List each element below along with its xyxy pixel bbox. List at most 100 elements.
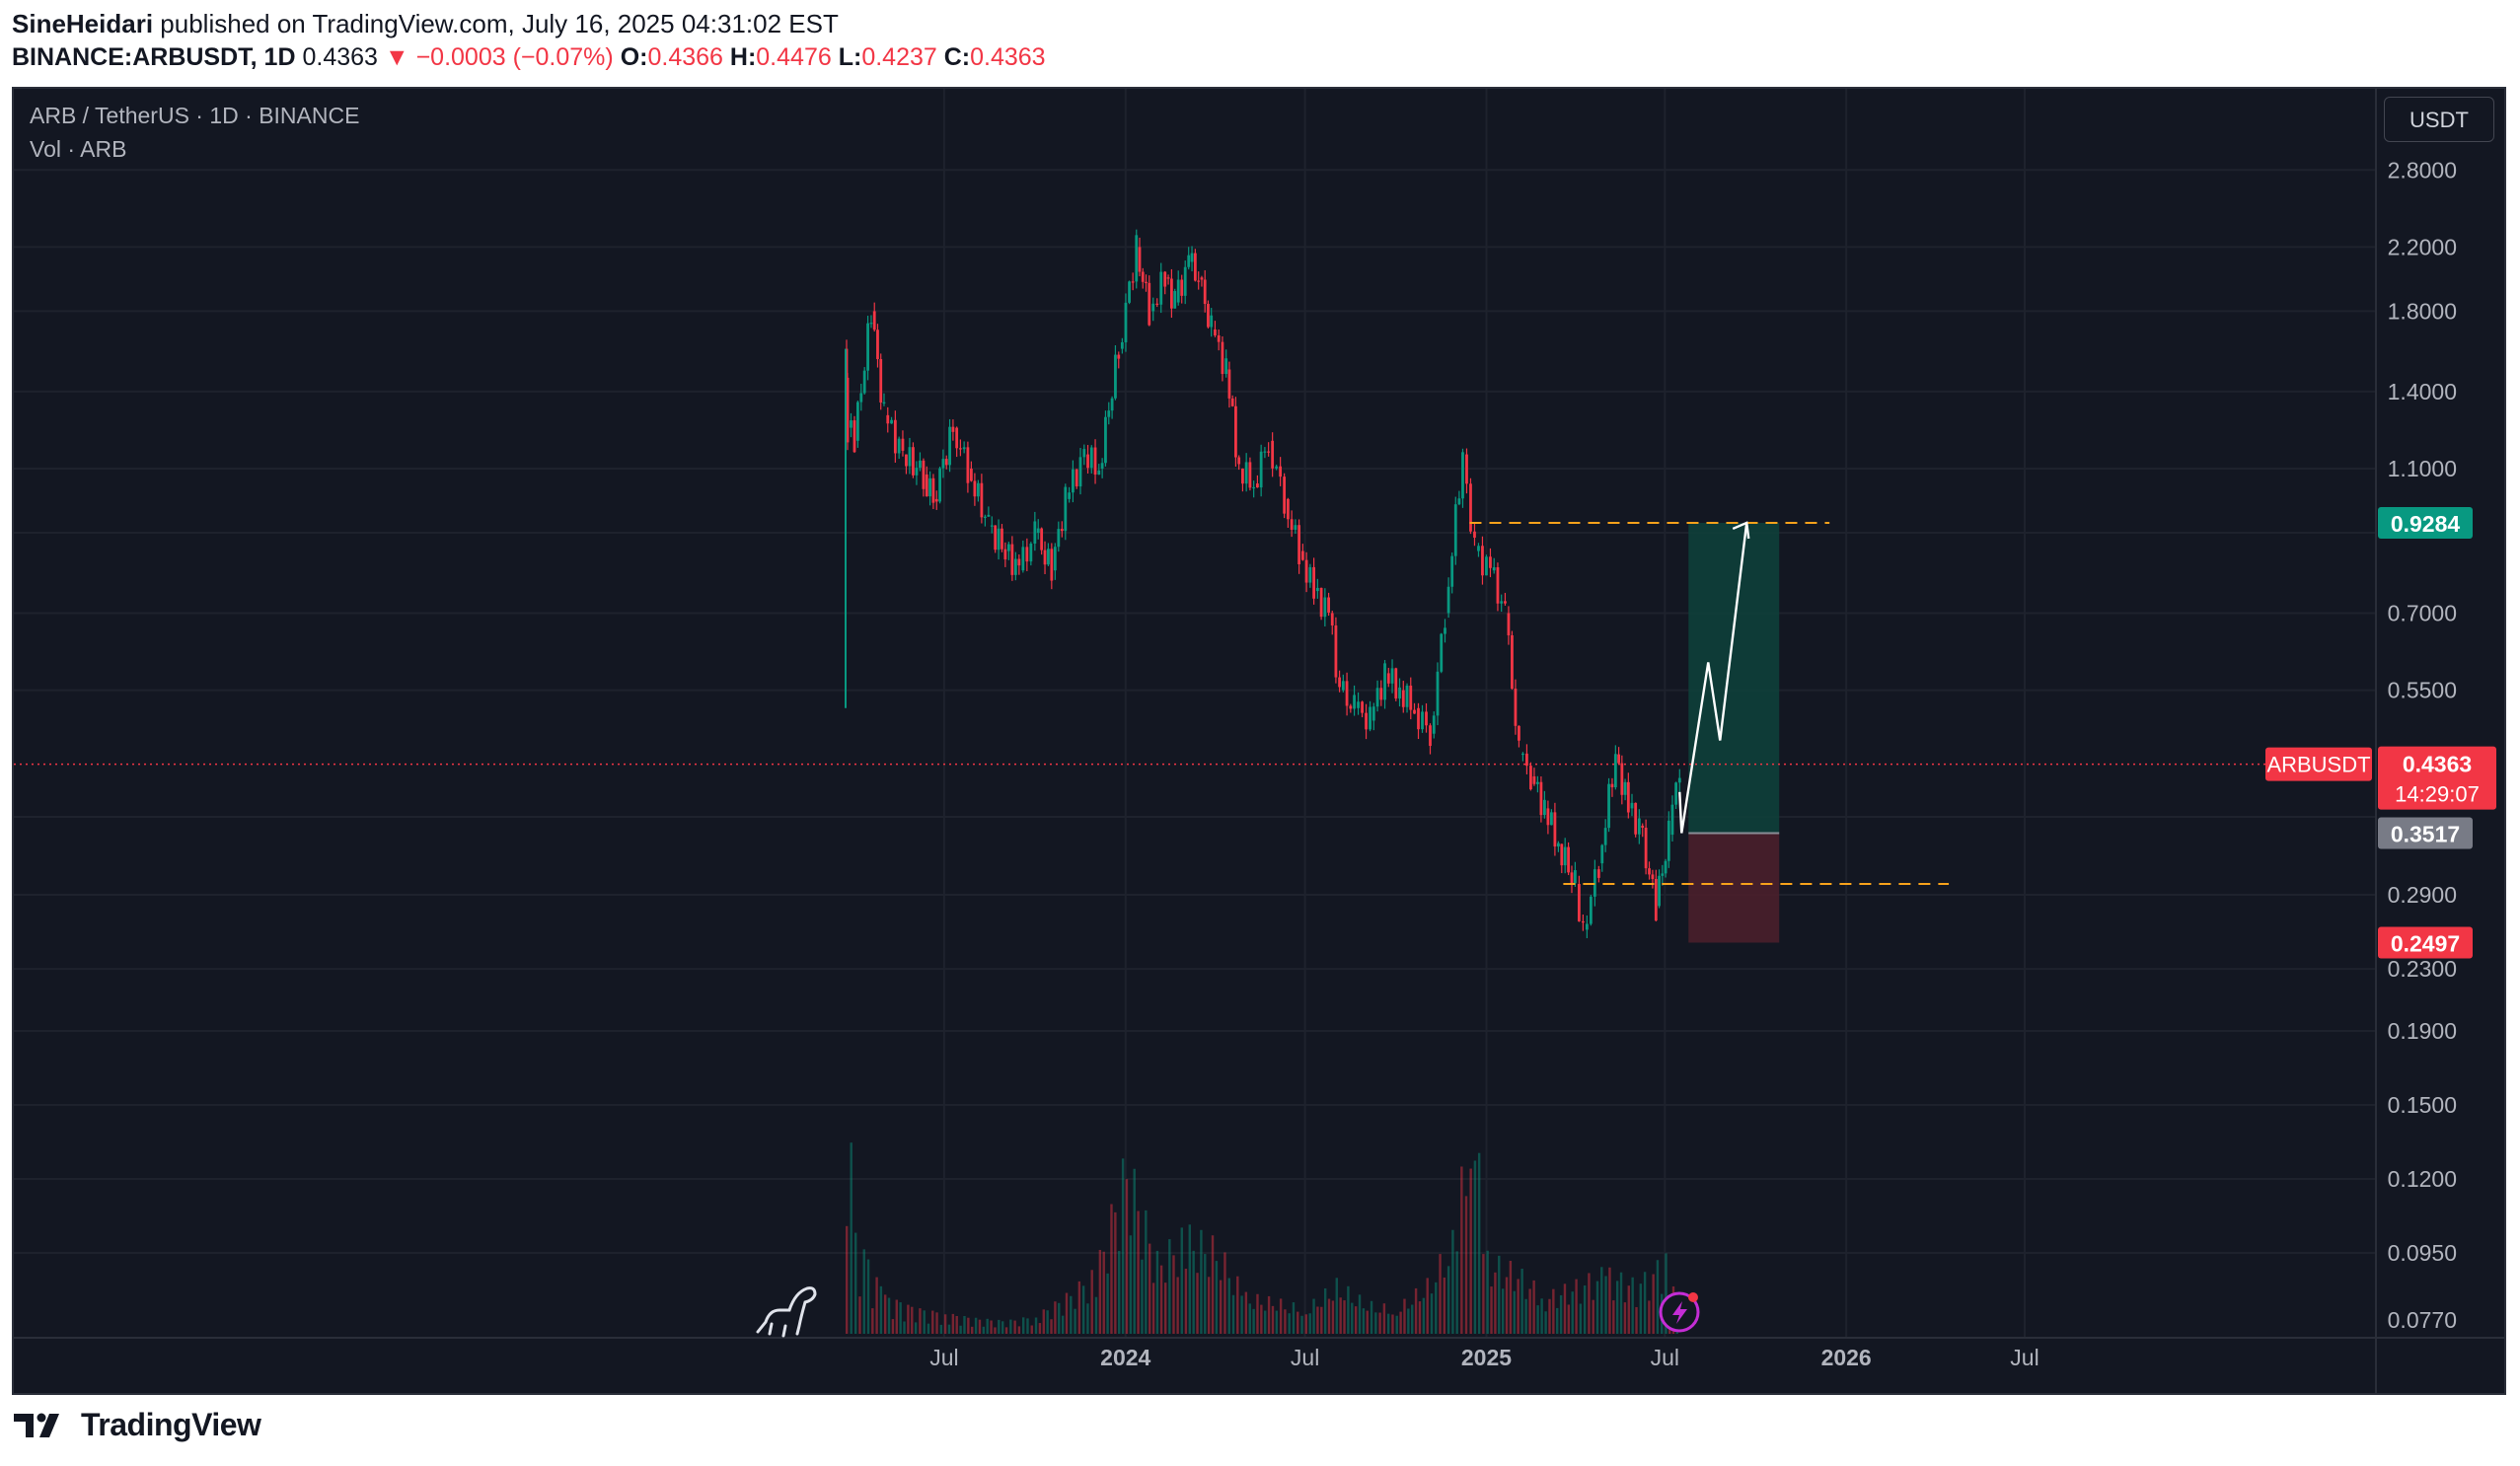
volume-bar <box>1151 1283 1155 1334</box>
candle-body <box>893 419 897 454</box>
volume-bar <box>1418 1301 1422 1334</box>
candle-body <box>1361 701 1364 713</box>
candle-body <box>1176 279 1180 303</box>
candle-body <box>1658 875 1661 907</box>
candle-body <box>1398 687 1401 699</box>
candle-body <box>948 426 951 466</box>
candle-body <box>1001 528 1003 550</box>
candle-body <box>855 402 859 441</box>
volume-bar <box>974 1317 978 1334</box>
volume-bar <box>1292 1302 1296 1334</box>
volume-bar <box>1358 1294 1362 1334</box>
candle-body <box>1117 354 1121 359</box>
candle-body <box>1521 753 1524 756</box>
candle-body <box>1221 341 1224 375</box>
candle-body <box>1110 398 1114 411</box>
volume-bar <box>1524 1298 1527 1334</box>
volume-bar <box>1327 1298 1331 1334</box>
volume-bar <box>1595 1281 1599 1334</box>
candle-body <box>1017 558 1021 566</box>
candle-body <box>1429 725 1432 747</box>
candle-body <box>997 528 1001 550</box>
volume-bar <box>858 1296 861 1334</box>
currency-button[interactable]: USDT <box>2384 97 2494 142</box>
author-name[interactable]: SineHeidari <box>12 9 154 38</box>
candle-body <box>1444 627 1446 634</box>
volume-bar <box>1081 1285 1085 1334</box>
candle-body <box>1504 601 1507 604</box>
last-price: 0.4363 <box>302 43 378 71</box>
candle-body <box>1047 549 1050 565</box>
candle-body <box>1436 671 1440 716</box>
candle-body <box>1394 668 1398 699</box>
volume-bar <box>1227 1278 1230 1334</box>
candle-body <box>973 480 977 497</box>
volume-bar <box>935 1312 938 1334</box>
volume-bar <box>1159 1265 1163 1334</box>
volume-bar <box>1548 1298 1551 1334</box>
symbol-tag-label: ARBUSDT <box>2266 753 2370 777</box>
candle-body <box>1357 701 1360 708</box>
candle-body <box>1021 547 1025 571</box>
candle-body <box>1446 586 1450 614</box>
time-axis-label: Jul <box>929 1345 958 1370</box>
candle-body <box>1327 597 1330 613</box>
volume-bar <box>1473 1160 1477 1334</box>
candle-body <box>1124 302 1128 342</box>
low-label: L: <box>838 43 862 71</box>
volume-bar <box>1631 1277 1634 1334</box>
candle-body <box>1607 783 1610 829</box>
price-axis-label: 1.8000 <box>2388 298 2457 324</box>
volume-bar <box>1231 1294 1235 1334</box>
candle-body <box>1401 690 1405 707</box>
candle-body <box>1193 253 1197 281</box>
volume-bar <box>1133 1168 1136 1334</box>
volume-bar <box>1061 1315 1065 1334</box>
candle-body <box>1207 304 1210 328</box>
candle-body <box>1214 329 1217 335</box>
volume-bar <box>1446 1266 1450 1334</box>
candle-body <box>1180 279 1184 296</box>
price-axis-label: 0.1500 <box>2388 1092 2457 1118</box>
volume-bar <box>978 1319 982 1334</box>
volume-bar <box>1121 1158 1125 1334</box>
candle-body <box>1585 923 1589 930</box>
tradingview-logo[interactable]: TradingView <box>12 1407 261 1443</box>
candle-body <box>928 477 931 497</box>
candle-body <box>1581 920 1585 923</box>
chart-pane[interactable] <box>12 87 2506 1395</box>
candle-body <box>1469 483 1472 532</box>
candle-body <box>1304 559 1308 583</box>
volume-bar <box>1435 1282 1438 1334</box>
candle-body <box>944 459 948 466</box>
candle-body <box>1097 470 1101 476</box>
volume-bar <box>1490 1286 1493 1334</box>
candle-body <box>1217 334 1221 342</box>
volume-bar <box>1494 1272 1497 1334</box>
dinosaur-icon <box>756 1286 817 1338</box>
candle-body <box>1248 462 1252 488</box>
candle-body <box>1641 825 1645 828</box>
volume-bar <box>967 1317 970 1334</box>
candle-body <box>908 447 912 467</box>
volume-bar <box>1244 1291 1248 1334</box>
close-value: 0.4363 <box>970 43 1046 71</box>
candle-body <box>1375 688 1379 707</box>
volume-bar <box>1316 1306 1319 1334</box>
candle-body <box>1036 528 1040 534</box>
price-axis-label: 1.1000 <box>2388 456 2457 481</box>
volume-bar <box>1370 1300 1373 1334</box>
volume-bar <box>1077 1281 1081 1334</box>
candle-body <box>1529 766 1532 790</box>
tradingview-logo-icon <box>14 1413 59 1437</box>
volume-bar <box>1236 1276 1239 1334</box>
time-axis-label: Jul <box>1651 1345 1679 1370</box>
candle-body <box>1319 587 1323 618</box>
volume-bar <box>1501 1288 1505 1334</box>
volume-bar <box>1347 1285 1350 1334</box>
time-axis-label: Jul <box>1291 1345 1319 1370</box>
candle-body <box>1100 463 1104 469</box>
volume-bar <box>1331 1300 1335 1334</box>
candle-body <box>1141 271 1145 282</box>
